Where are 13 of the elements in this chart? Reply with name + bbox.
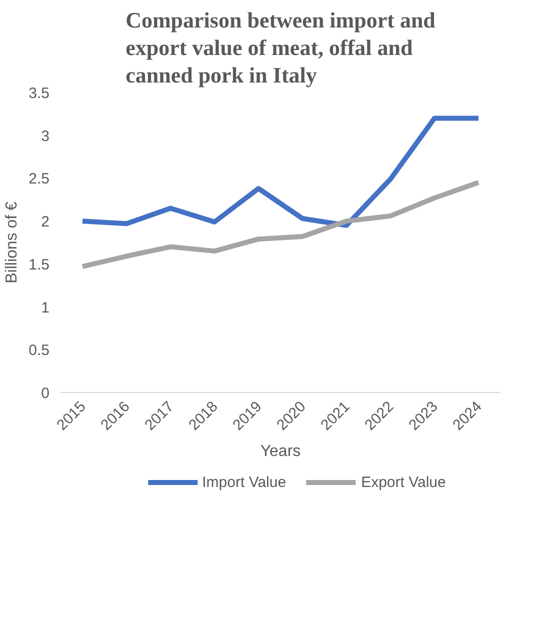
y-tick-label: 1 bbox=[41, 299, 50, 316]
legend-label: Import Value bbox=[202, 474, 286, 490]
x-axis-title: Years bbox=[260, 442, 301, 460]
y-tick-label: 3 bbox=[41, 128, 50, 145]
y-tick-label: 0 bbox=[41, 385, 50, 402]
y-axis-title: Billions of € bbox=[4, 201, 21, 284]
y-tick-label: 3.5 bbox=[28, 85, 50, 102]
y-tick-label: 1.5 bbox=[28, 256, 50, 274]
legend-label: Export Value bbox=[361, 474, 446, 490]
y-tick-label: 2 bbox=[41, 214, 50, 231]
y-tick-label: 2.5 bbox=[28, 170, 50, 188]
y-tick-label: 0.5 bbox=[28, 342, 50, 360]
chart-title: Comparison between import and export value of meat, offal and canned pork in Italy bbox=[126, 8, 436, 88]
